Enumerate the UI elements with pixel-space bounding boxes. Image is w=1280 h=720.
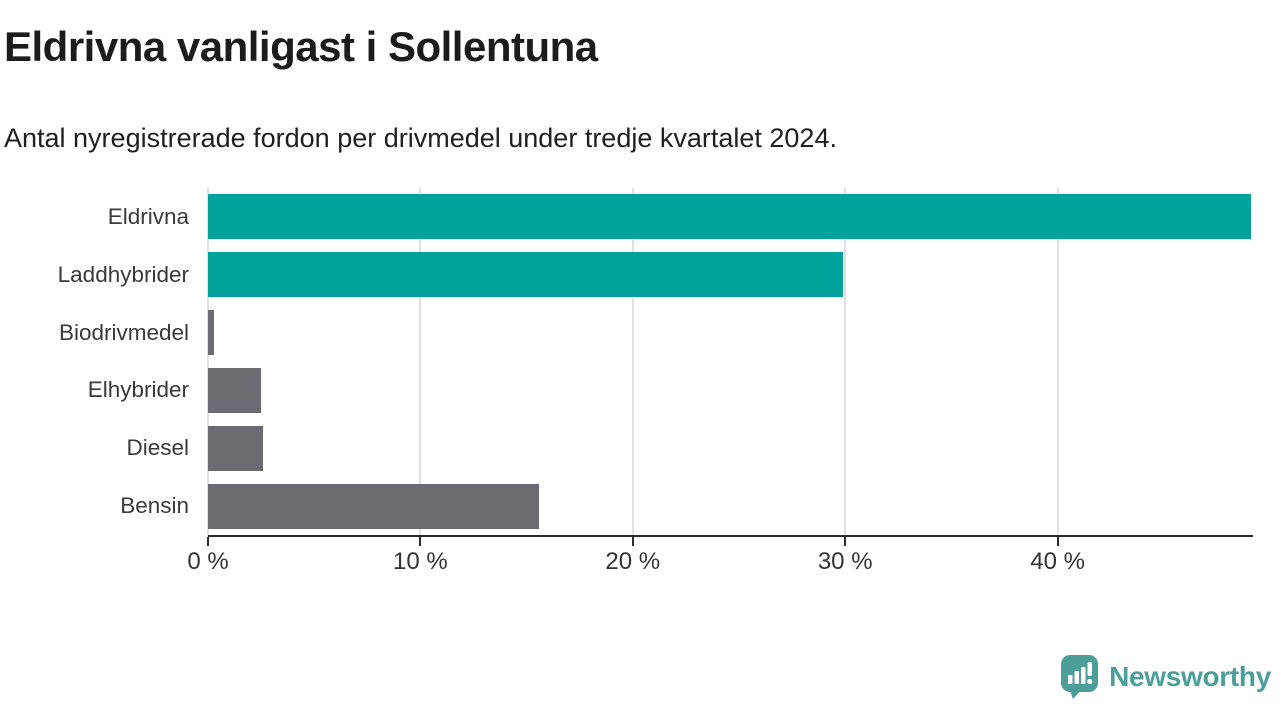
x-tick [631, 537, 634, 546]
category-label: Eldrivna [107, 203, 189, 229]
x-tick [207, 537, 209, 546]
gridline [844, 188, 847, 535]
gridline [1056, 188, 1059, 535]
x-tick-label: 20 % [605, 548, 661, 575]
chart-title: Eldrivna vanligast i Sollentuna [4, 23, 598, 70]
gridline [207, 188, 209, 535]
category-label: Laddhybrider [57, 261, 189, 287]
x-tick-label: 0 % [187, 548, 229, 575]
bar [208, 483, 540, 529]
bar-chart: Eldrivna Laddhybrider Biodrivmedel Elhybrid… [0, 188, 1280, 608]
newsworthy-logo-icon [1061, 655, 1099, 699]
bar [208, 194, 1251, 240]
bar [208, 367, 262, 413]
y-axis-labels: Eldrivna Laddhybrider Biodrivmedel Elhybrid… [0, 188, 189, 535]
x-tick [844, 537, 847, 546]
brand-name: Newsworthy [1109, 661, 1271, 692]
x-tick [419, 537, 422, 546]
bar [208, 310, 215, 356]
gridline [419, 188, 422, 535]
x-tick-label: 40 % [1030, 548, 1085, 575]
category-label: Diesel [126, 435, 189, 461]
category-label: Bensin [120, 493, 189, 519]
category-label: Biodrivmedel [58, 319, 189, 345]
gridline [631, 188, 634, 535]
x-tick [1056, 537, 1059, 546]
category-label: Elhybrider [87, 377, 189, 403]
plot-area: 0 % 10 % 20 % 30 % 40 % [187, 188, 1253, 575]
x-axis-line [208, 535, 1253, 537]
x-tick-label: 30 % [817, 548, 873, 575]
brand-footer: Newsworthy [1060, 654, 1271, 700]
bar [208, 425, 264, 471]
bar [208, 252, 844, 298]
x-tick-label: 10 % [393, 548, 448, 575]
chart-subtitle: Antal nyregistrerade fordon per drivmede… [4, 123, 837, 153]
